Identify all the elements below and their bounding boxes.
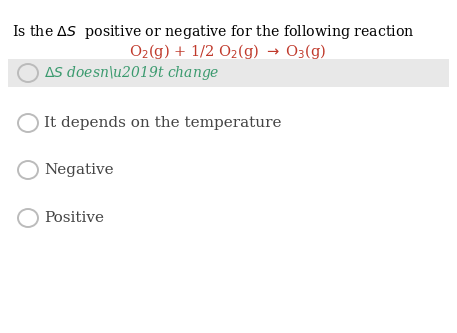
- Text: It depends on the temperature: It depends on the temperature: [44, 116, 282, 130]
- Text: Negative: Negative: [44, 163, 114, 177]
- FancyBboxPatch shape: [8, 59, 449, 87]
- Text: O$_2$(g) + 1/2 O$_2$(g) $\rightarrow$ O$_3$(g): O$_2$(g) + 1/2 O$_2$(g) $\rightarrow$ O$…: [129, 42, 327, 61]
- Text: $\Delta S$ doesn\u2019t change: $\Delta S$ doesn\u2019t change: [44, 64, 219, 82]
- Text: Positive: Positive: [44, 211, 104, 225]
- Text: Is the $\Delta S$  positive or negative for the following reaction: Is the $\Delta S$ positive or negative f…: [12, 23, 414, 41]
